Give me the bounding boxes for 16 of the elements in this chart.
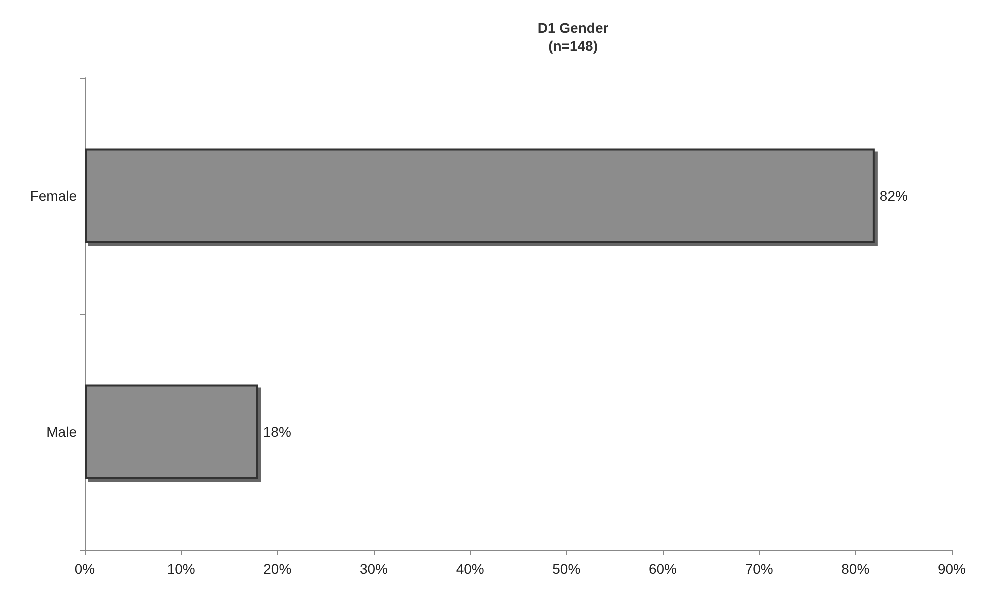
data-label: 82%: [880, 188, 908, 204]
x-tick-label: 40%: [456, 561, 484, 577]
x-tick-label: 90%: [938, 561, 966, 577]
y-tick-label: Female: [30, 188, 78, 204]
chart-subtitle: (n=148): [548, 38, 598, 54]
y-tick-label: Male: [46, 424, 78, 440]
x-tick-label: 70%: [745, 561, 774, 577]
x-tick-label: 50%: [552, 561, 581, 577]
x-tick-label: 20%: [264, 561, 292, 577]
x-tick-label: 80%: [842, 561, 870, 577]
x-tick-label: 60%: [648, 561, 678, 577]
x-tick-label: 0%: [74, 561, 96, 577]
x-tick-label: 30%: [360, 561, 388, 577]
chart-title: D1 Gender: [538, 20, 610, 36]
x-tick-label: 10%: [167, 561, 196, 577]
data-label: 18%: [263, 424, 292, 440]
